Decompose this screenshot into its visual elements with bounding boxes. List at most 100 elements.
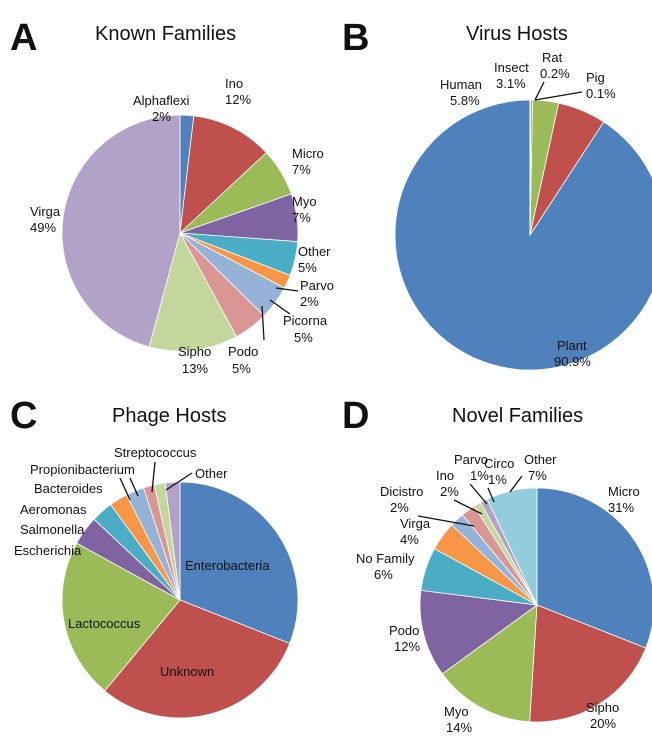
panel-b-title: Virus Hosts <box>466 23 568 45</box>
label-d-micro-name: Micro <box>608 484 640 499</box>
label-c-unknown: Unknown <box>160 664 214 679</box>
label-a-other-name: Other <box>298 244 331 259</box>
label-b-insect-pct: 3.1% <box>496 76 526 91</box>
pie-d-slice-myo <box>441 604 538 723</box>
pie-a-slice-sipho <box>148 231 238 352</box>
pie-c-slice-lactococcus <box>61 542 181 692</box>
label-a-ino-pct: 12% <box>225 92 251 107</box>
leader-d-circo <box>487 487 495 503</box>
leader-d-other <box>509 475 523 493</box>
label-a-alphaflexi-name: Alphaflexi <box>133 93 189 108</box>
label-c-aeromonas: Aeromonas <box>20 502 87 517</box>
pie-b-slice-plant <box>394 99 652 371</box>
label-c-escherichia: Escherichia <box>14 543 82 558</box>
label-d-virga-name: Virga <box>400 516 431 531</box>
label-d-podo-pct: 12% <box>394 639 420 654</box>
label-d-circo-pct: 1% <box>488 472 507 487</box>
panel-letter-d: D <box>342 395 369 437</box>
label-b-human-pct: 5.8% <box>450 93 480 108</box>
pie-a-slice-virga <box>61 114 181 348</box>
label-a-sipho-name: Sipho <box>178 344 211 359</box>
label-a-sipho-pct: 13% <box>182 361 208 376</box>
pie-c-slice-unknown <box>104 599 291 719</box>
label-a-other-pct: 5% <box>298 260 317 275</box>
leader-c-bacteroides <box>119 477 131 501</box>
label-b-pig-name: Pig <box>586 70 605 85</box>
label-d-ino-pct: 2% <box>440 484 459 499</box>
panel-d-title: Novel Families <box>452 405 583 427</box>
leader-c-streptococcus <box>151 461 156 493</box>
leader-d-ino <box>453 499 483 515</box>
label-c-streptococcus: Streptococcus <box>114 445 197 460</box>
panel-c-title: Phage Hosts <box>112 405 227 427</box>
leader-a-podo <box>261 305 265 341</box>
pie-d-slice-podo <box>419 589 539 675</box>
panel-letter-a: A <box>10 17 37 59</box>
label-b-human-name: Human <box>440 77 482 92</box>
label-c-bacteroides: Bacteroides <box>34 481 103 496</box>
label-d-sipho-name: Sipho <box>586 700 619 715</box>
pie-d <box>419 487 652 723</box>
leader-a-picorna <box>269 299 291 315</box>
panel-a: A Known Families Alphaflexi 2% Ino 12% M… <box>10 17 334 376</box>
panel-a-title: Known Families <box>95 23 236 45</box>
label-a-alphaflexi-pct: 2% <box>152 109 171 124</box>
pie-b-slice-pig <box>529 99 532 236</box>
panel-c: C Phage Hosts Enterobacteria Unknown Lac… <box>10 395 299 719</box>
label-d-podo-name: Podo <box>389 623 419 638</box>
label-a-picorna-pct: 5% <box>294 330 313 345</box>
label-b-rat-name: Rat <box>542 50 563 65</box>
pie-a <box>61 114 299 352</box>
label-d-dicistro-pct: 2% <box>390 500 409 515</box>
leader-c-other <box>165 472 193 491</box>
label-c-other: Other <box>195 466 228 481</box>
label-a-myo-name: Myo <box>292 194 317 209</box>
leader-c-propionibacterium <box>129 477 139 497</box>
label-d-myo-name: Myo <box>444 704 469 719</box>
label-a-parvo-pct: 2% <box>300 294 319 309</box>
pie-c-slice-enterobacteria <box>179 481 299 644</box>
pie-a-slice-ino <box>179 115 268 235</box>
label-c-enterobacteria: Enterobacteria <box>185 558 270 573</box>
label-d-parvo-name: Parvo <box>454 452 488 467</box>
label-d-other-pct: 7% <box>528 468 547 483</box>
label-a-virga-name: Virga <box>30 204 61 219</box>
label-b-plant-name: Plant <box>557 338 587 353</box>
pie-b <box>394 99 652 371</box>
panel-b: B Virus Hosts Human 5.8% Insect 3.1% Rat… <box>342 17 652 371</box>
label-b-pig-pct: 0.1% <box>586 86 616 101</box>
label-a-podo-pct: 5% <box>232 361 251 376</box>
label-a-picorna-name: Picorna <box>283 313 328 328</box>
label-c-lactococcus: Lactococcus <box>68 616 141 631</box>
leader-b-pig <box>534 91 583 101</box>
label-d-sipho-pct: 20% <box>590 716 616 731</box>
pie-c-slice-other <box>164 481 181 601</box>
label-b-plant-pct: 90.9% <box>554 354 591 369</box>
panel-letter-b: B <box>342 17 369 59</box>
pie-d-slice-sipho <box>529 604 647 723</box>
label-a-parvo-name: Parvo <box>300 278 334 293</box>
panel-letter-c: C <box>10 395 37 437</box>
label-a-podo-name: Podo <box>228 344 258 359</box>
label-a-micro-name: Micro <box>292 146 324 161</box>
label-d-nofamily-name: No Family <box>356 551 415 566</box>
label-a-micro-pct: 7% <box>292 162 311 177</box>
label-a-ino-name: Ino <box>225 76 243 91</box>
label-d-ino-name: Ino <box>436 468 454 483</box>
label-b-insect-name: Insect <box>494 60 529 75</box>
leader-a-parvo <box>275 287 299 292</box>
leader-b-rat <box>534 81 545 101</box>
label-c-salmonella: Salmonella <box>20 522 85 537</box>
label-c-propionibacterium: Propionibacterium <box>30 462 135 477</box>
label-a-virga-pct: 49% <box>30 220 56 235</box>
label-d-parvo-pct: 1% <box>470 468 489 483</box>
label-d-nofamily-pct: 6% <box>374 567 393 582</box>
pie-d-slice-micro <box>536 487 652 649</box>
panel-d: D Novel Families Micro 31% Sipho 20% Myo… <box>342 395 652 735</box>
label-d-dicistro-name: Dicistro <box>380 484 423 499</box>
label-d-myo-pct: 14% <box>446 720 472 735</box>
label-d-other-name: Other <box>524 452 557 467</box>
leader-d-dicistro <box>417 515 475 527</box>
label-d-virga-pct: 4% <box>400 532 419 547</box>
